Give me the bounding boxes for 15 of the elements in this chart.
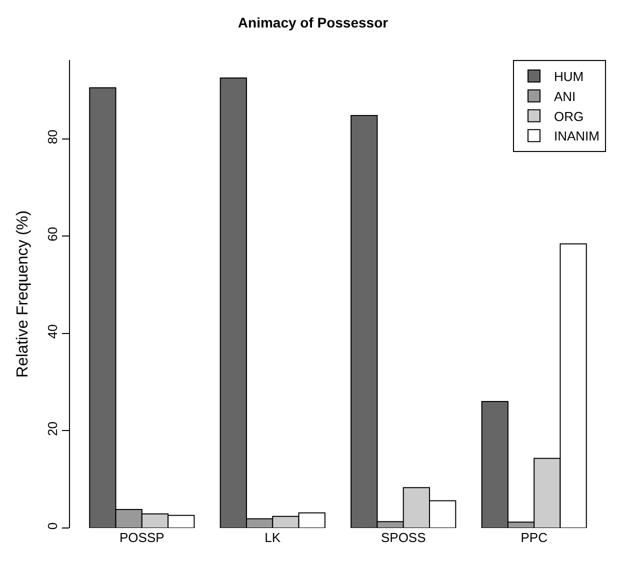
y-axis-title: Relative Frequency (%): [14, 210, 32, 378]
legend-label: ORG: [554, 108, 584, 124]
legend-label: ANI: [554, 88, 576, 104]
y-tick-label: 0: [44, 522, 60, 530]
y-tick-label: 40: [44, 324, 60, 339]
chart-title: Animacy of Possessor: [238, 14, 389, 30]
x-tick-label: PPC: [520, 530, 548, 545]
x-tick-label: LK: [264, 530, 281, 545]
legend-label: HUM: [554, 69, 584, 84]
y-tick-label: 20: [44, 422, 60, 436]
legend-label: INANIM: [554, 128, 600, 144]
y-tick-label: 80: [44, 130, 60, 144]
y-tick-label: 60: [44, 226, 60, 242]
x-tick-label: SPOSS: [380, 530, 426, 545]
x-tick-label: POSSP: [120, 530, 164, 545]
